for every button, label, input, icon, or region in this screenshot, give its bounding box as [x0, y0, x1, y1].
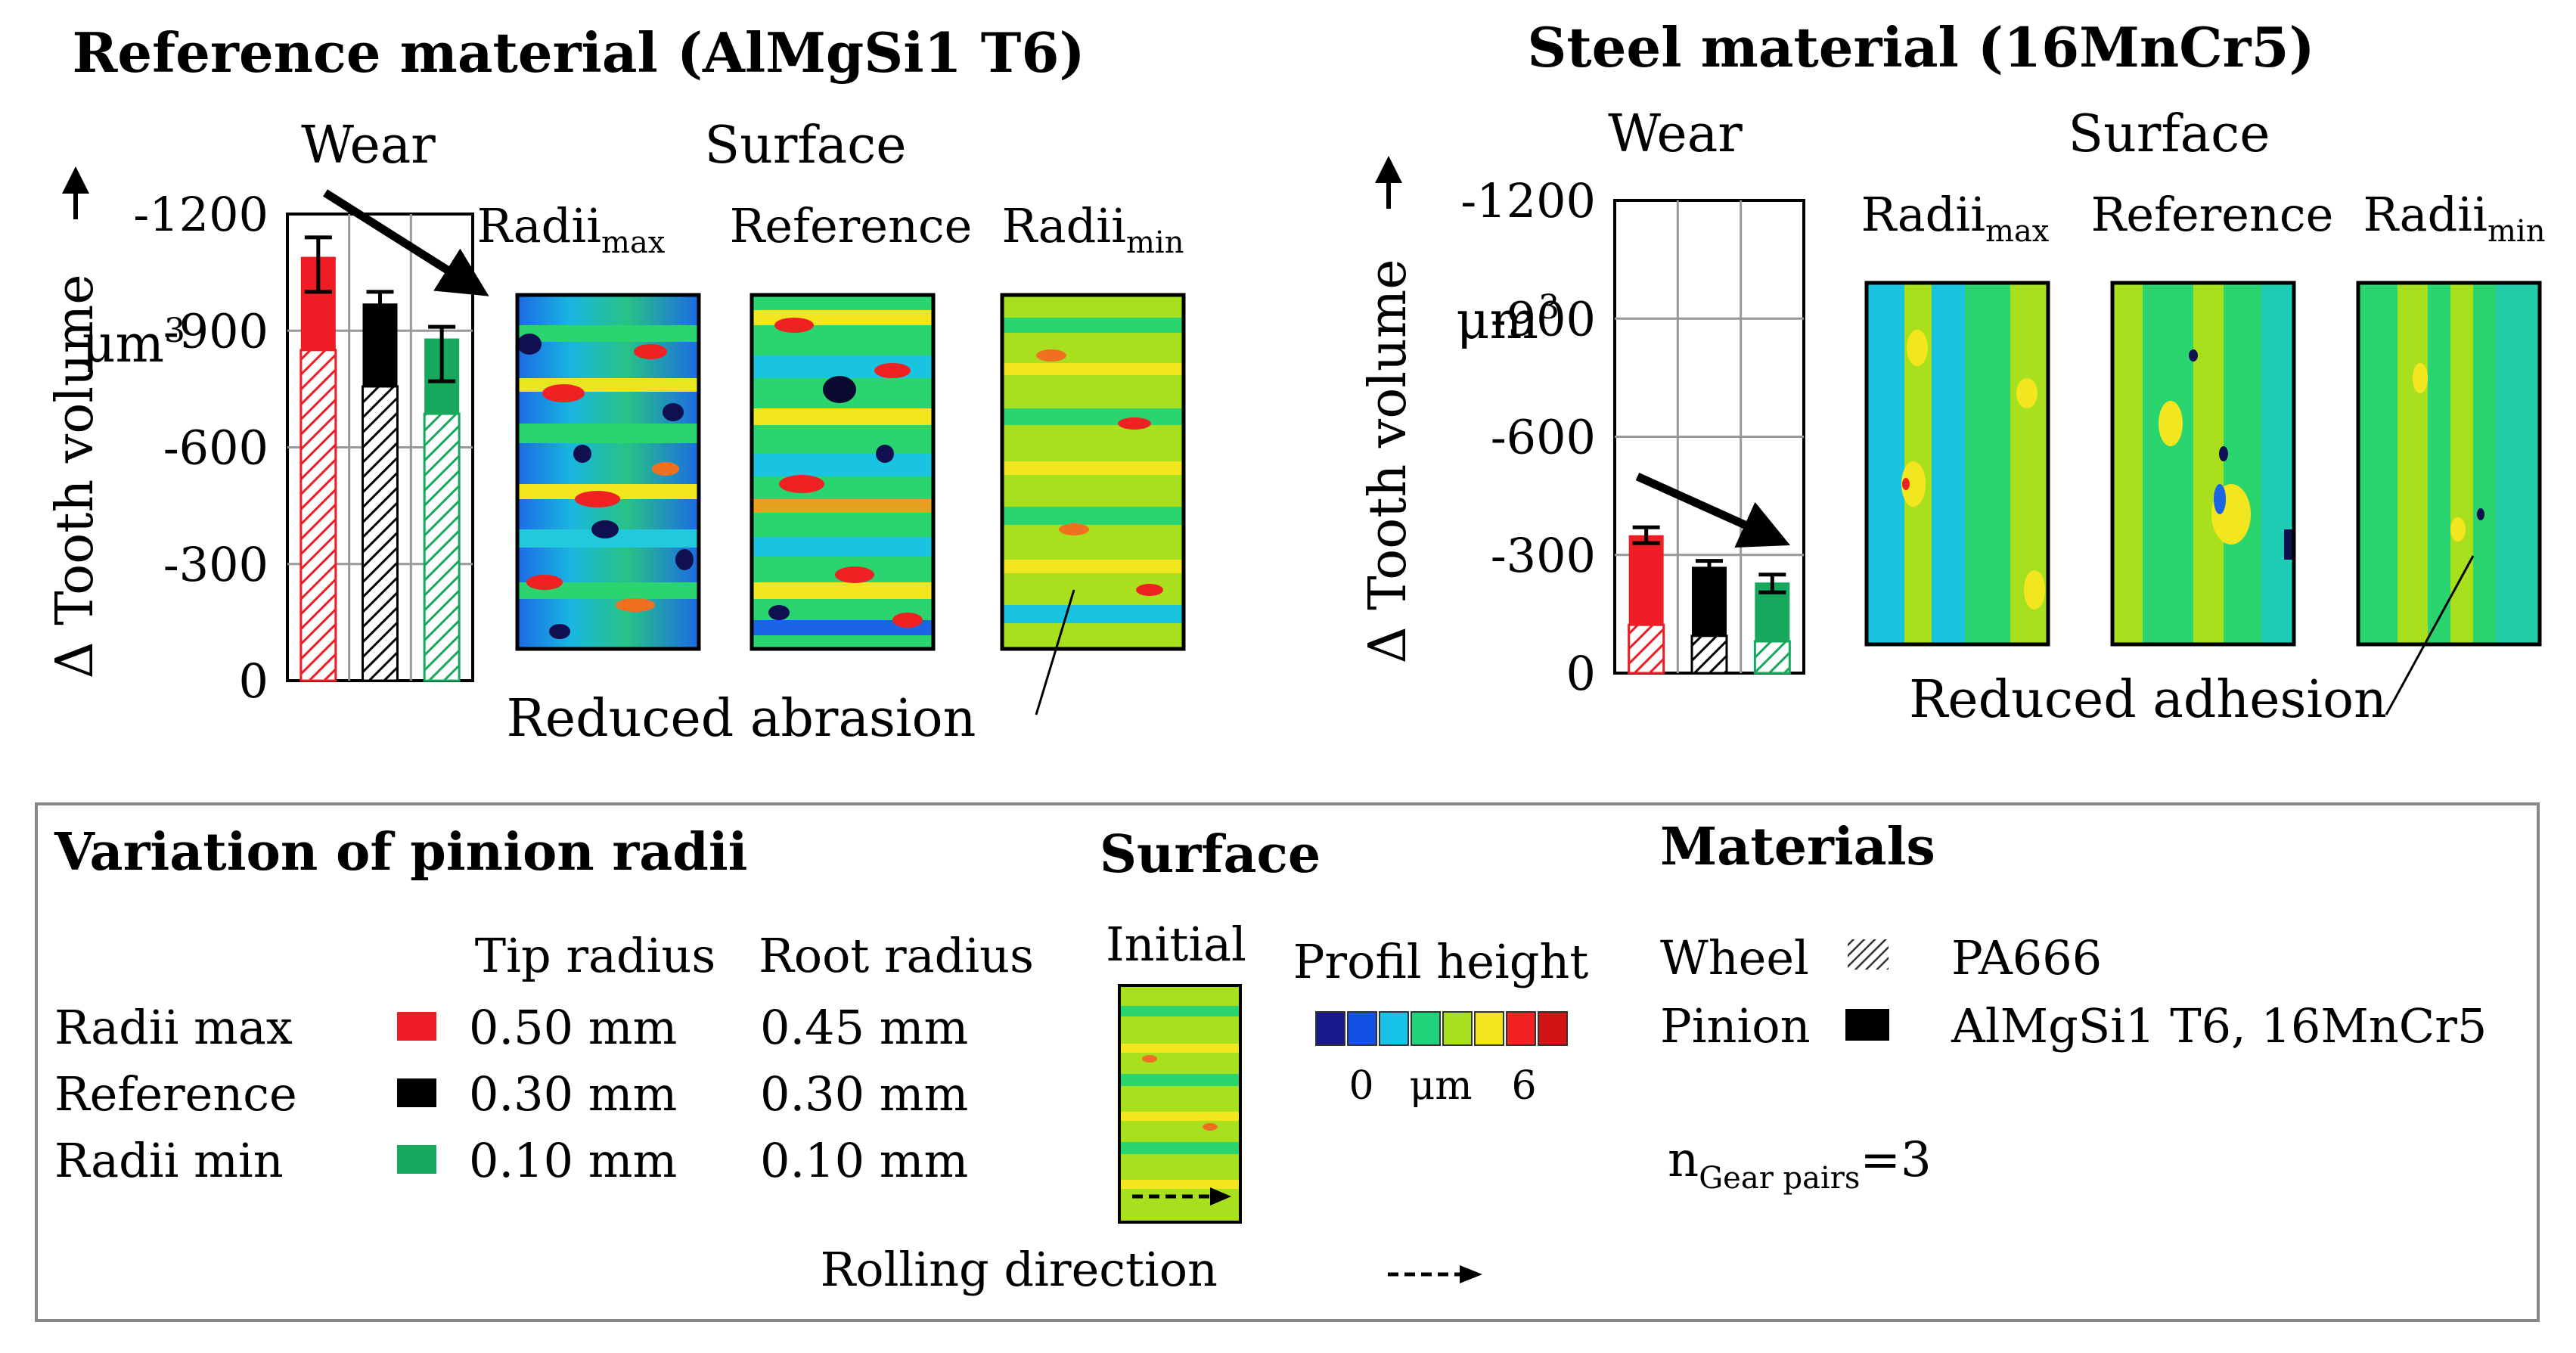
- right-trend-arrow-icon: [1635, 472, 1791, 548]
- right-wear-label: Wear: [1608, 104, 1743, 164]
- legend-row-name-1: Reference: [54, 1066, 297, 1122]
- initial-arrow-icon: [1210, 1187, 1231, 1206]
- legend-pinion-material: AlMgSi1 T6, 16MnCr5: [1951, 998, 2487, 1054]
- legend-row-name-2: Radii min: [54, 1133, 284, 1188]
- left-surface-label-reference: Reference: [730, 198, 973, 253]
- right-y-axis-title: Δ Tooth volume: [1358, 259, 1418, 663]
- left-bar-wheel-0: [299, 349, 337, 682]
- left-bar-wheel-1: [362, 385, 399, 682]
- legend-wheel-material: PA666: [1951, 930, 2102, 985]
- right-surface-image-reference: [2110, 281, 2296, 647]
- right-bar-wheel-2: [1753, 640, 1791, 675]
- color-scale-swatch-3: [1411, 1011, 1441, 1046]
- rolling-direction-arrow-icon: [1460, 1265, 1482, 1283]
- right-bar-pinion-0: [1628, 535, 1664, 625]
- left-surface-image-reference: [750, 293, 936, 651]
- legend-box: Variation of pinion radii Tip radius Roo…: [35, 802, 2540, 1322]
- left-panel: Reference material (AlMgSi1 T6) Wear Sur…: [45, 20, 1186, 749]
- left-ytick-label: 0: [239, 653, 268, 709]
- legend-row-root-0: 0.45 mm: [760, 1000, 968, 1055]
- right-bar-wheel-0: [1628, 623, 1665, 675]
- legend-rolling-direction: Rolling direction: [821, 1242, 1218, 1297]
- left-ytick-label: -900: [163, 303, 268, 358]
- left-surface-image-radii-min: [1000, 293, 1186, 651]
- color-scale-swatch-2: [1379, 1011, 1409, 1046]
- right-ytick-label: -900: [1491, 291, 1596, 346]
- right-bar-pinion-1: [1692, 566, 1727, 636]
- left-y-axis-title: Δ Tooth volume: [45, 274, 105, 678]
- right-ytick-label: -600: [1491, 410, 1596, 465]
- legend-col-root: Root radius: [759, 928, 1034, 983]
- left-annotation-pointer: [1035, 589, 1075, 715]
- legend-initial-label: Initial: [1106, 917, 1246, 972]
- legend-row-root-1: 0.30 mm: [760, 1066, 968, 1122]
- color-scale-swatch-1: [1347, 1011, 1377, 1046]
- right-ytick-label: -300: [1491, 528, 1596, 583]
- legend-surface-title: Surface: [1100, 824, 1321, 885]
- legend-swatch-radii-min: [397, 1145, 436, 1174]
- color-scale-swatch-4: [1442, 1011, 1473, 1046]
- right-wear-chart: -1200 -900 -600 -300 0: [1460, 173, 1805, 701]
- color-scale-swatch-7: [1538, 1011, 1568, 1046]
- right-annotation: Reduced adhesion: [1909, 670, 2387, 730]
- color-scale-swatch-0: [1315, 1011, 1345, 1046]
- legend-row-name-0: Radii max: [54, 1000, 293, 1055]
- right-panel: Steel material (16MnCr5) Wear Surface Δ …: [1358, 15, 2545, 730]
- right-surface-label-radii-min: Radiimin: [2363, 187, 2546, 249]
- left-surface-label-radii-min: Radiimin: [1002, 198, 1184, 260]
- legend-row-tip-1: 0.30 mm: [469, 1066, 677, 1122]
- legend-initial-surface-image: [1118, 984, 1242, 1224]
- legend-profil-title: Profil height: [1293, 934, 1589, 989]
- right-surface-label: Surface: [2069, 104, 2270, 164]
- right-surface-image-radii-min: [2356, 281, 2542, 647]
- legend-swatch-reference: [397, 1078, 436, 1107]
- legend-scale-max: 6: [1511, 1063, 1536, 1109]
- legend-scale-unit: μm: [1409, 1063, 1472, 1109]
- legend-pinion-swatch: [1845, 1009, 1889, 1041]
- right-y-unit: μm3: [1456, 288, 1560, 351]
- legend-row-tip-0: 0.50 mm: [469, 1000, 677, 1055]
- legend-row-root-2: 0.10 mm: [760, 1133, 968, 1188]
- right-annotation-pointer: [2385, 555, 2475, 715]
- legend-wheel-label: Wheel: [1660, 930, 1809, 985]
- left-surface-label-radii-max: Radiimax: [477, 198, 666, 260]
- left-y-unit: μm3: [82, 312, 185, 374]
- left-surface-label: Surface: [705, 116, 907, 175]
- left-bar-wheel-2: [423, 412, 461, 682]
- legend-swatch-radii-max: [397, 1012, 436, 1041]
- left-wear-label: Wear: [301, 116, 436, 175]
- left-ytick-label: -300: [163, 537, 268, 592]
- left-panel-title: Reference material (AlMgSi1 T6): [72, 20, 1085, 85]
- legend-wheel-swatch: [1848, 939, 1889, 970]
- right-surface-image-radii-max: [1864, 281, 2050, 647]
- right-surface-label-radii-max: Radiimax: [1861, 187, 2050, 249]
- legend-pinion-label: Pinion: [1660, 998, 1811, 1054]
- left-wear-chart: -1200 -900 -600 -300 0: [133, 187, 474, 709]
- legend-materials-title: Materials: [1660, 817, 1935, 877]
- legend-color-scale: [1315, 1011, 1568, 1046]
- legend-gear-pairs: nGear pairs=3: [1668, 1132, 1932, 1196]
- right-ytick-label: 0: [1566, 646, 1596, 701]
- right-bar-wheel-1: [1690, 635, 1728, 675]
- legend-col-tip: Tip radius: [475, 928, 715, 983]
- right-ytick-label: -1200: [1460, 173, 1596, 228]
- left-ytick-label: -600: [163, 420, 268, 476]
- left-trend-arrow-icon: [323, 189, 489, 296]
- color-scale-swatch-6: [1506, 1011, 1536, 1046]
- legend-row-tip-2: 0.10 mm: [469, 1133, 677, 1188]
- left-surface-image-radii-max: [515, 293, 701, 651]
- color-scale-swatch-5: [1474, 1011, 1504, 1046]
- right-surface-label-reference: Reference: [2091, 187, 2334, 242]
- right-panel-title: Steel material (16MnCr5): [1527, 15, 2314, 79]
- left-annotation: Reduced abrasion: [507, 689, 976, 749]
- left-ytick-label: -1200: [133, 187, 268, 242]
- legend-variation-title: Variation of pinion radii: [54, 822, 748, 883]
- legend-scale-min: 0: [1349, 1063, 1373, 1109]
